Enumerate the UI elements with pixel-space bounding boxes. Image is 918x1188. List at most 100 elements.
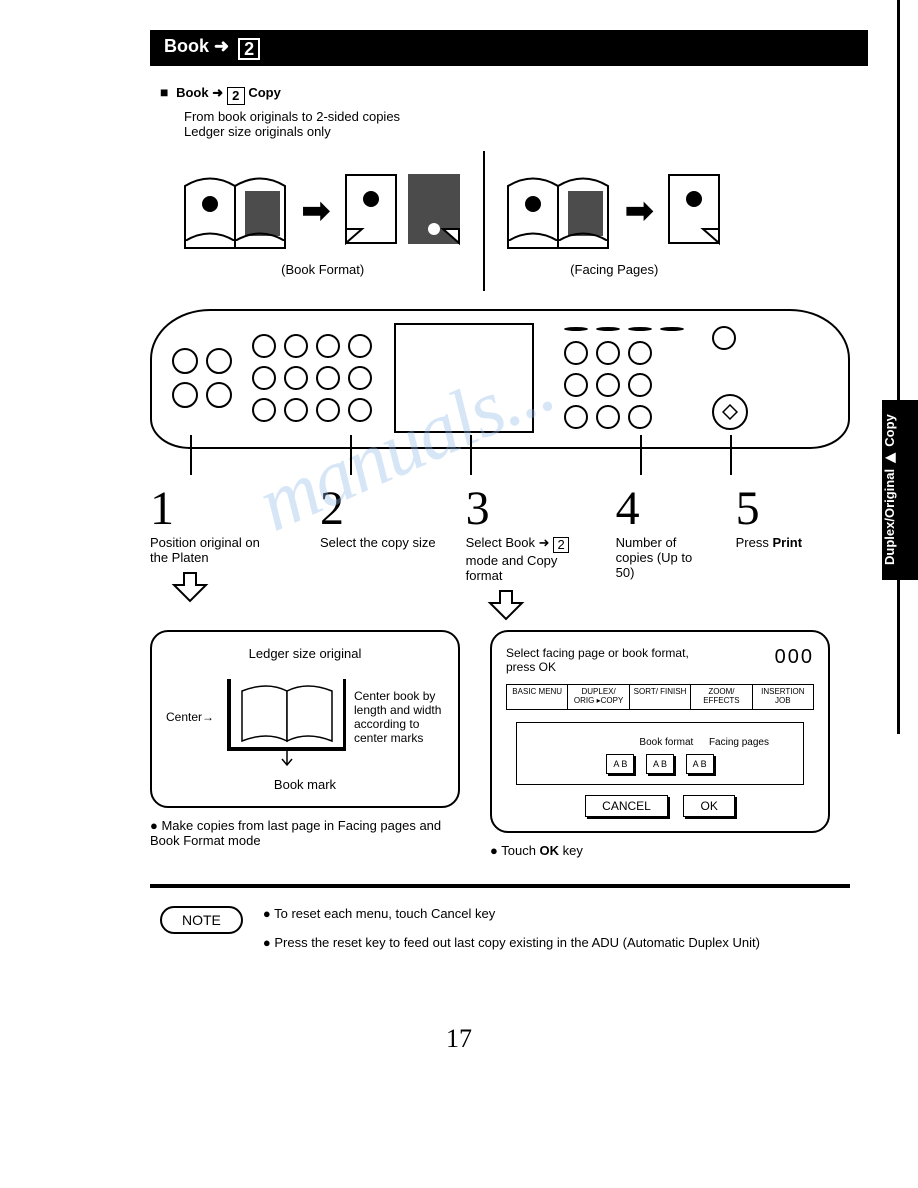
down-arrow-icon bbox=[170, 571, 210, 603]
print-button[interactable] bbox=[712, 394, 748, 430]
left-button-group bbox=[172, 348, 232, 408]
open-book-icon-2 bbox=[503, 166, 613, 256]
panel-button[interactable] bbox=[206, 348, 232, 374]
open-book-icon bbox=[180, 166, 290, 256]
panel-button[interactable] bbox=[564, 327, 588, 331]
ok-button[interactable]: OK bbox=[683, 795, 734, 817]
printer-control-panel bbox=[150, 309, 850, 449]
step-text-b: mode and Copy format bbox=[466, 553, 558, 583]
panel-button[interactable] bbox=[316, 398, 340, 422]
panel-button[interactable] bbox=[348, 398, 372, 422]
step-text: Number of copies (Up to 50) bbox=[616, 535, 706, 580]
center-instructions: Center book by length and width accordin… bbox=[354, 689, 444, 745]
panel-button[interactable] bbox=[284, 366, 308, 390]
tab-zoom[interactable]: ZOOM/ EFFECTS bbox=[691, 685, 752, 709]
tab-insertion[interactable]: INSERTION JOB bbox=[753, 685, 813, 709]
step-number: 5 bbox=[736, 485, 802, 533]
panel-button[interactable] bbox=[172, 382, 198, 408]
steps-row: 1 Position original on the Platen 2 Sele… bbox=[150, 485, 850, 630]
keypad-button[interactable] bbox=[564, 341, 588, 365]
center-label: Center→ bbox=[166, 710, 214, 724]
mode-btn-source[interactable]: A B bbox=[606, 754, 634, 774]
keypad-button[interactable] bbox=[596, 405, 620, 429]
panel-button[interactable] bbox=[172, 348, 198, 374]
mode-btn-facing-pages[interactable]: A B bbox=[686, 754, 714, 774]
folded-sheet-icon bbox=[342, 171, 402, 251]
note-list: To reset each menu, touch Cancel key Pre… bbox=[263, 906, 760, 964]
tab-sort[interactable]: SORT/ FINISH bbox=[630, 685, 691, 709]
step-number: 4 bbox=[616, 485, 706, 533]
sheet-front-icon bbox=[665, 171, 725, 251]
header-title-prefix: Book bbox=[164, 36, 209, 56]
step-text-a: Press bbox=[736, 535, 773, 550]
notes-section: NOTE To reset each menu, touch Cancel ke… bbox=[160, 906, 868, 964]
platen-book-icon bbox=[222, 669, 346, 769]
step-3: 3 Select Book ➜ 2 mode and Copy format bbox=[466, 485, 586, 630]
note-label: NOTE bbox=[160, 906, 243, 934]
step-number: 1 bbox=[150, 485, 270, 533]
mode-label-book: Book format bbox=[639, 737, 693, 748]
right-column: 000 Select facing page or book format, p… bbox=[490, 630, 830, 858]
section-header: Book ➜ 2 bbox=[150, 30, 868, 66]
facing-pages-label: (Facing Pages) bbox=[503, 262, 725, 277]
arrow-right-icon: ➡ bbox=[302, 192, 331, 230]
bullet-b: OK bbox=[540, 843, 560, 858]
keypad-col bbox=[546, 327, 684, 429]
tab-duplex[interactable]: DUPLEX/ ORIG ▸COPY bbox=[568, 685, 629, 709]
bullet-icon: ■ bbox=[160, 84, 168, 100]
panel-button[interactable] bbox=[660, 327, 684, 331]
keypad-button[interactable] bbox=[564, 373, 588, 397]
arrow-right-icon-2: ➡ bbox=[625, 192, 654, 230]
panel-button[interactable] bbox=[348, 366, 372, 390]
subheading: ■ Book ➜ 2 Copy bbox=[160, 84, 868, 105]
left-column: Ledger size original Center→ Center book… bbox=[150, 630, 460, 848]
panel-button[interactable] bbox=[284, 398, 308, 422]
panel-button[interactable] bbox=[712, 326, 736, 350]
copy-counter: 000 bbox=[775, 646, 814, 669]
section-divider bbox=[150, 884, 850, 888]
bullet-a: Touch bbox=[501, 843, 539, 858]
subhead-desc-2: Ledger size originals only bbox=[184, 124, 868, 139]
format-compare: ➡ (Book Format) ➡ bbox=[180, 151, 868, 291]
subhead-desc-1: From book originals to 2-sided copies bbox=[184, 109, 868, 124]
panel-button[interactable] bbox=[206, 382, 232, 408]
panel-button[interactable] bbox=[252, 398, 276, 422]
subhead-suffix: Copy bbox=[248, 85, 281, 100]
keypad-button[interactable] bbox=[596, 341, 620, 365]
book-format-label: (Book Format) bbox=[180, 262, 465, 277]
panel-button[interactable] bbox=[316, 366, 340, 390]
ok-row: CANCEL OK bbox=[506, 795, 814, 817]
start-button-group bbox=[712, 326, 748, 430]
vertical-divider bbox=[483, 151, 485, 291]
panel-button[interactable] bbox=[596, 327, 620, 331]
screen-card: 000 Select facing page or book format, p… bbox=[490, 630, 830, 833]
step-2: 2 Select the copy size bbox=[320, 485, 436, 550]
mode-btn-book-format[interactable]: A B bbox=[646, 754, 674, 774]
subhead-box: 2 bbox=[227, 87, 245, 105]
step-1: 1 Position original on the Platen bbox=[150, 485, 270, 612]
mode-label-facing: Facing pages bbox=[709, 737, 769, 748]
panel-button[interactable] bbox=[252, 334, 276, 358]
step-5: 5 Press Print bbox=[736, 485, 802, 550]
page-number: 17 bbox=[50, 1024, 868, 1054]
left-bullet: Make copies from last page in Facing pag… bbox=[150, 818, 460, 848]
screen-title-row: 000 Select facing page or book format, p… bbox=[506, 646, 814, 674]
panel-button[interactable] bbox=[284, 334, 308, 358]
keypad-button[interactable] bbox=[596, 373, 620, 397]
panel-button[interactable] bbox=[316, 334, 340, 358]
tab-basic[interactable]: BASIC MENU bbox=[507, 685, 568, 709]
keypad-button[interactable] bbox=[628, 341, 652, 365]
screen-tabs: BASIC MENU DUPLEX/ ORIG ▸COPY SORT/ FINI… bbox=[506, 684, 814, 710]
panel-button[interactable] bbox=[628, 327, 652, 331]
cancel-button[interactable]: CANCEL bbox=[585, 795, 668, 817]
step-text: Select Book ➜ 2 mode and Copy format bbox=[466, 535, 586, 583]
numeric-keypad bbox=[564, 341, 684, 429]
panel-button[interactable] bbox=[252, 366, 276, 390]
step-text: Position original on the Platen bbox=[150, 535, 270, 565]
keypad-button[interactable] bbox=[564, 405, 588, 429]
panel-screen[interactable] bbox=[394, 323, 534, 433]
step-text-b: Print bbox=[772, 535, 802, 550]
keypad-button[interactable] bbox=[628, 373, 652, 397]
panel-button[interactable] bbox=[348, 334, 372, 358]
keypad-button[interactable] bbox=[628, 405, 652, 429]
